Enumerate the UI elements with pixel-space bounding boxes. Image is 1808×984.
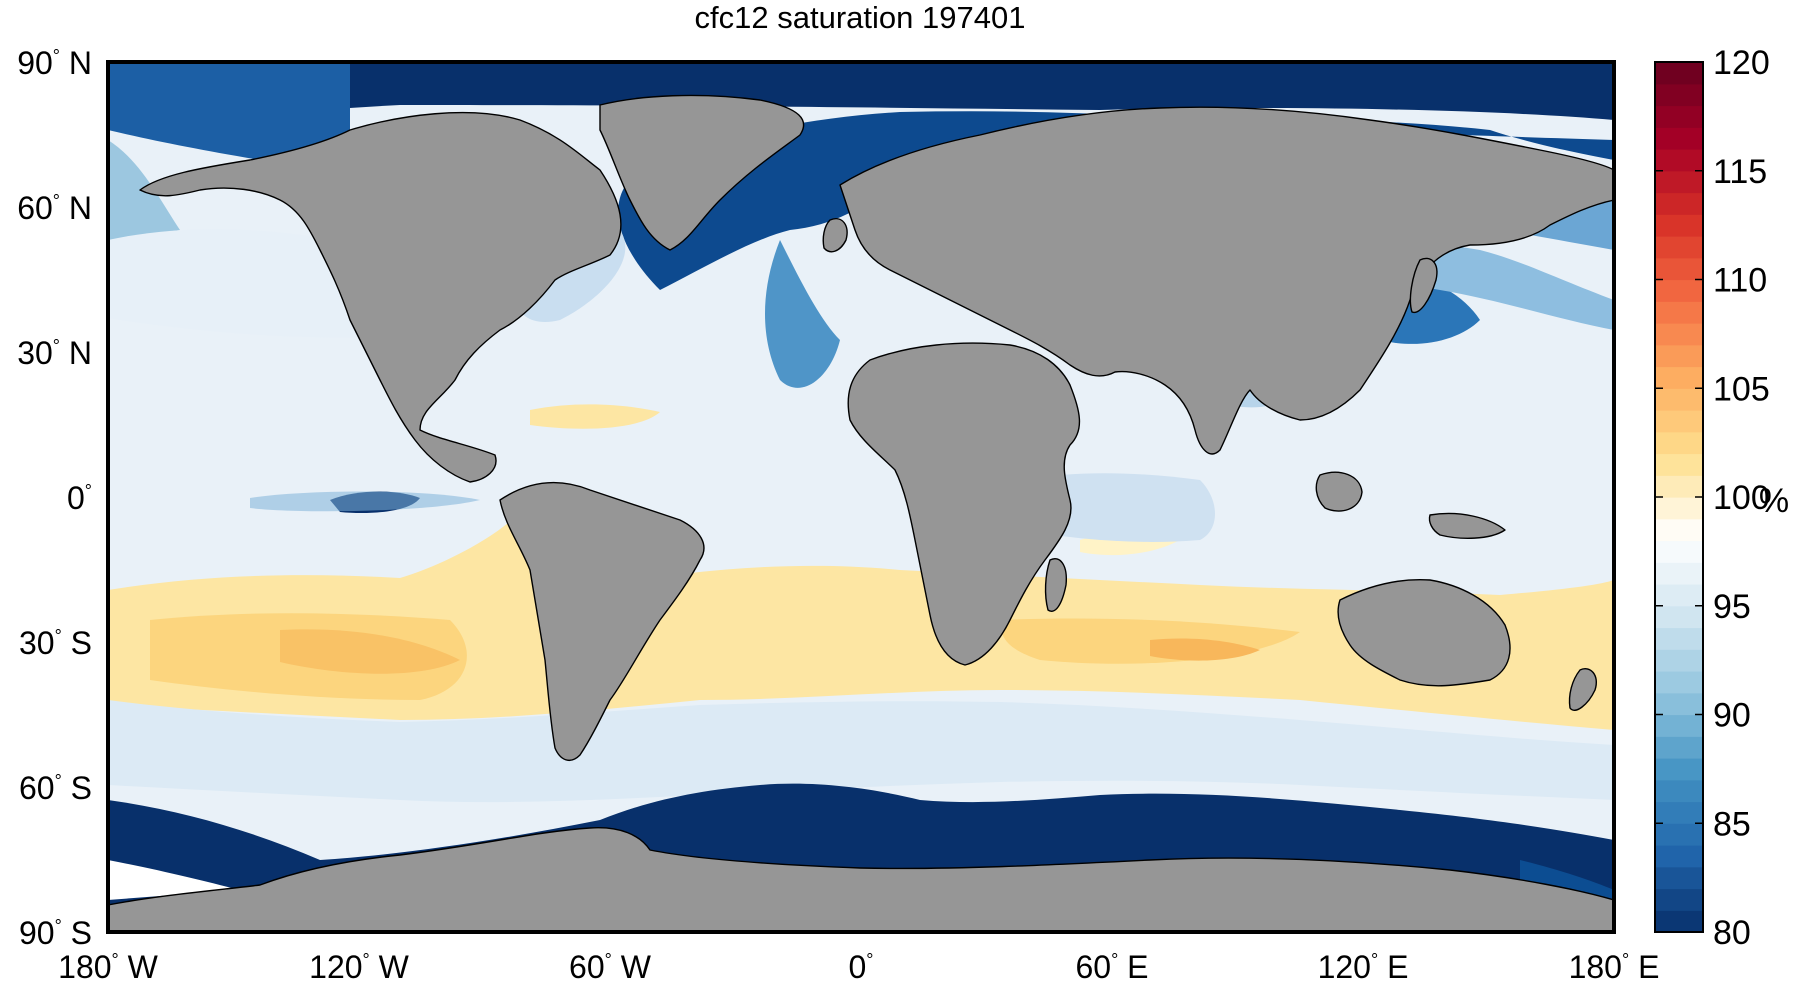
longitude-label: 60° E [1075, 949, 1148, 984]
colorbar-level [1655, 649, 1703, 672]
longitude-label: 120° W [309, 949, 409, 984]
colorbar-level [1655, 540, 1703, 563]
colorbar-tick-label: 100 [1713, 479, 1770, 517]
latitude-labels: 90° N 60° N 30° N 0° 30° S 60° S 90° S [17, 45, 92, 951]
colorbar-tick-labels: 120 115 110 105 100 95 90 85 80 [1655, 44, 1770, 952]
colorbar-level [1655, 497, 1703, 520]
colorbar-level [1655, 192, 1703, 215]
colorbar-level [1655, 344, 1703, 368]
latitude-label: 90° S [19, 915, 92, 951]
map-title: cfc12 saturation 197401 [695, 0, 1026, 35]
colorbar-tick-label: 105 [1713, 370, 1770, 408]
colorbar-tick-label: 90 [1713, 697, 1751, 735]
latitude-label: 60° S [19, 770, 92, 806]
longitude-label: 60° W [569, 949, 652, 984]
colorbar-level [1655, 431, 1703, 455]
colorbar-level [1655, 453, 1703, 476]
colorbar-level [1655, 62, 1703, 85]
colorbar-tick-label: 80 [1713, 914, 1751, 952]
colorbar-level [1655, 692, 1703, 716]
colorbar-level [1655, 758, 1703, 781]
colorbar-level [1655, 149, 1703, 172]
colorbar-level [1655, 845, 1703, 868]
colorbar-level [1655, 823, 1703, 846]
colorbar-level [1655, 170, 1703, 194]
longitude-label: 180° E [1569, 949, 1660, 984]
colorbar-level [1655, 323, 1703, 346]
colorbar-unit-label: % [1759, 482, 1789, 520]
colorbar-level [1655, 257, 1703, 281]
colorbar-tick-label: 115 [1713, 153, 1767, 191]
island-new-zealand [1568, 668, 1597, 711]
colorbar-level [1655, 866, 1703, 890]
colorbar-level [1655, 301, 1703, 324]
latitude-label: 90° N [17, 45, 92, 81]
colorbar-level [1655, 736, 1703, 759]
island-japan [1409, 257, 1438, 314]
colorbar-level [1655, 388, 1703, 411]
map-area [108, 62, 1614, 932]
colorbar-level [1655, 214, 1703, 237]
colorbar-level [1655, 779, 1703, 803]
colorbar-level [1655, 627, 1703, 650]
latitude-label: 60° N [17, 190, 92, 226]
longitude-labels: 180° W 120° W 60° W 0° 60° E 120° E 180° E [58, 949, 1659, 984]
colorbar-level [1655, 584, 1703, 607]
colorbar-level [1655, 127, 1703, 150]
latitude-label: 30° S [19, 625, 92, 661]
latitude-label: 0° [67, 480, 92, 516]
colorbar-level [1655, 605, 1703, 629]
continent-antarctica [108, 827, 1614, 932]
colorbar-tick-label: 120 [1713, 44, 1770, 82]
continent-greenland [599, 94, 805, 251]
colorbar-level [1655, 105, 1703, 128]
colorbar-level [1655, 279, 1703, 302]
map-frame [106, 60, 1616, 934]
colorbar [1654, 61, 1704, 933]
colorbar-level [1655, 888, 1703, 911]
colorbar-level [1655, 518, 1703, 542]
continent-north-america [139, 111, 622, 483]
island-british-isles [822, 218, 848, 253]
colorbar-level [1655, 366, 1703, 389]
colorbar-level [1655, 910, 1703, 933]
continent-africa [847, 342, 1081, 666]
island-borneo [1315, 471, 1363, 512]
colorbar-level [1655, 714, 1703, 737]
colorbar-level [1655, 83, 1703, 107]
continent-south-america [499, 481, 705, 762]
longitude-label: 0° [849, 949, 874, 984]
colorbar-level [1655, 475, 1703, 498]
colorbar-tick-label: 85 [1713, 805, 1751, 843]
continent-australia [1337, 578, 1511, 687]
longitude-label: 120° E [1318, 949, 1409, 984]
colorbar-level [1655, 236, 1703, 259]
island-new-guinea [1428, 512, 1506, 539]
colorbar-tick-label: 110 [1713, 262, 1767, 300]
colorbar-level [1655, 410, 1703, 433]
colorbar-tick-label: 95 [1713, 588, 1751, 626]
colorbar-level [1655, 671, 1703, 694]
island-madagascar [1044, 558, 1067, 612]
colorbar-level [1655, 562, 1703, 585]
land-masses [108, 94, 1614, 932]
continent-eurasia [839, 106, 1614, 455]
colorbar-level [1655, 801, 1703, 824]
longitude-label: 180° W [58, 949, 158, 984]
latitude-label: 30° N [17, 335, 92, 371]
